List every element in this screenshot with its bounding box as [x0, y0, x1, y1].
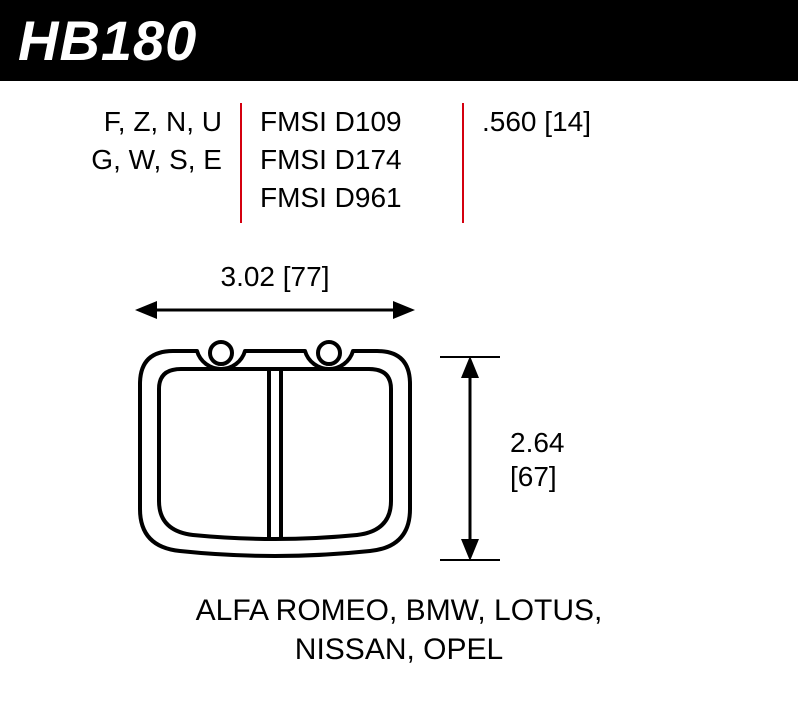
- width-label: 3.02 [77]: [135, 261, 415, 293]
- vehicle-makes: ALFA ROMEO, BMW, LOTUS, NISSAN, OPEL: [0, 591, 798, 669]
- part-number: HB180: [18, 8, 780, 73]
- width-dimension: 3.02 [77]: [135, 261, 415, 325]
- content-area: F, Z, N, U G, W, S, E FMSI D109 FMSI D17…: [0, 81, 798, 701]
- brake-pad-outline: [125, 329, 425, 559]
- vehicle-makes-line-1: ALFA ROMEO, BMW, LOTUS,: [0, 591, 798, 630]
- height-value: 2.64: [510, 426, 565, 460]
- height-value-mm: [67]: [510, 460, 565, 494]
- spec-row: F, Z, N, U G, W, S, E FMSI D109 FMSI D17…: [0, 103, 798, 223]
- fmsi-line-3: FMSI D961: [260, 179, 462, 217]
- height-label: 2.64 [67]: [510, 426, 565, 493]
- height-arrows: [440, 356, 470, 561]
- suffix-line-2: G, W, S, E: [30, 141, 222, 179]
- height-dimension: [440, 356, 470, 561]
- suffix-line-1: F, Z, N, U: [30, 103, 222, 141]
- vehicle-makes-line-2: NISSAN, OPEL: [0, 630, 798, 669]
- width-arrows: [135, 295, 415, 325]
- width-arrow-svg: [135, 295, 415, 325]
- fmsi-line-1: FMSI D109: [260, 103, 462, 141]
- spec-col-suffixes: F, Z, N, U G, W, S, E: [30, 103, 240, 179]
- diagram-area: 3.02 [77]: [0, 261, 798, 701]
- height-arrow-svg: [440, 356, 500, 561]
- thickness-value: .560 [14]: [482, 103, 768, 141]
- header-bar: HB180: [0, 0, 798, 81]
- fmsi-line-2: FMSI D174: [260, 141, 462, 179]
- page: HB180 F, Z, N, U G, W, S, E FMSI D109 FM…: [0, 0, 798, 700]
- spec-col-thickness: .560 [14]: [464, 103, 768, 141]
- spec-col-fmsi: FMSI D109 FMSI D174 FMSI D961: [242, 103, 462, 216]
